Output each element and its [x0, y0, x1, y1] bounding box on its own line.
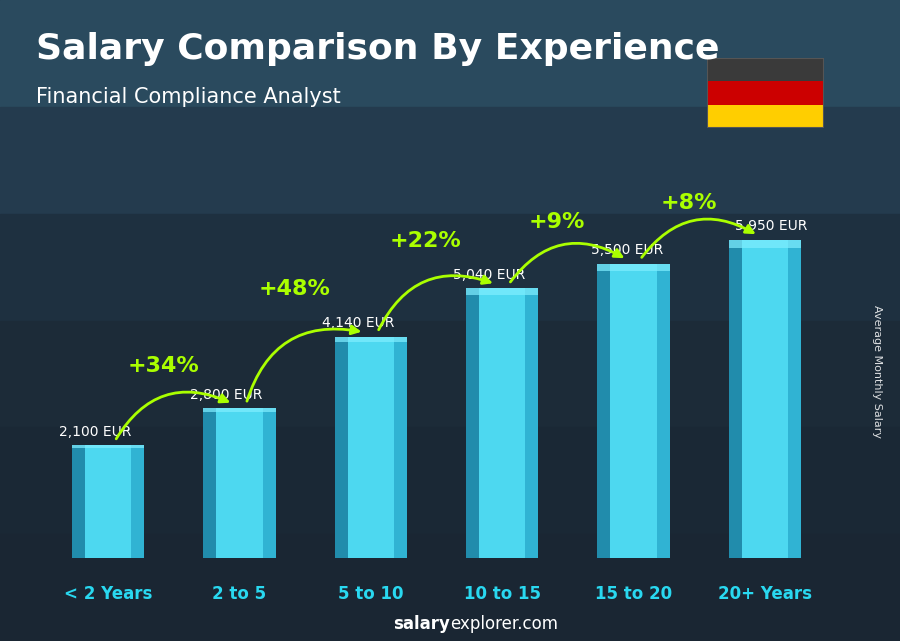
Text: Average Monthly Salary: Average Monthly Salary [872, 305, 883, 438]
Bar [131, 445, 144, 558]
Text: +22%: +22% [390, 231, 462, 251]
Bar [657, 264, 670, 558]
Bar [72, 445, 144, 448]
Bar [335, 337, 347, 558]
Text: 10 to 15: 10 to 15 [464, 585, 541, 603]
Text: 5 to 10: 5 to 10 [338, 585, 403, 603]
Bar [394, 337, 407, 558]
Bar [706, 58, 824, 81]
Bar [706, 81, 824, 104]
Text: < 2 Years: < 2 Years [64, 585, 152, 603]
Bar [706, 104, 824, 128]
Text: 2,800 EUR: 2,800 EUR [190, 388, 263, 402]
Text: Salary Comparison By Experience: Salary Comparison By Experience [36, 32, 719, 66]
Bar [788, 240, 801, 558]
Bar [466, 288, 538, 558]
Text: 2 to 5: 2 to 5 [212, 585, 266, 603]
Text: 20+ Years: 20+ Years [718, 585, 812, 603]
Text: +9%: +9% [529, 212, 586, 232]
Text: 4,140 EUR: 4,140 EUR [321, 316, 394, 330]
Bar [466, 288, 538, 295]
Bar [203, 408, 216, 558]
Bar [263, 408, 275, 558]
Bar [335, 337, 407, 342]
Text: +48%: +48% [258, 279, 330, 299]
Text: salary: salary [393, 615, 450, 633]
Text: 5,500 EUR: 5,500 EUR [590, 244, 663, 258]
Bar [598, 264, 670, 271]
Text: Financial Compliance Analyst: Financial Compliance Analyst [36, 87, 341, 106]
Text: 5,040 EUR: 5,040 EUR [453, 268, 525, 282]
Bar [72, 445, 86, 558]
Bar [598, 264, 610, 558]
Bar [598, 264, 670, 558]
Bar [72, 445, 144, 558]
Text: 15 to 20: 15 to 20 [595, 585, 672, 603]
Text: explorer.com: explorer.com [450, 615, 558, 633]
Text: 2,100 EUR: 2,100 EUR [58, 425, 131, 439]
Bar [203, 408, 275, 558]
Bar [729, 240, 742, 558]
Bar [729, 240, 801, 248]
Text: +8%: +8% [661, 193, 717, 213]
Bar [335, 337, 407, 558]
Text: +34%: +34% [128, 356, 199, 376]
Bar [466, 288, 479, 558]
Bar [729, 240, 801, 558]
Text: 5,950 EUR: 5,950 EUR [735, 219, 807, 233]
Bar [203, 408, 275, 412]
Bar [526, 288, 538, 558]
